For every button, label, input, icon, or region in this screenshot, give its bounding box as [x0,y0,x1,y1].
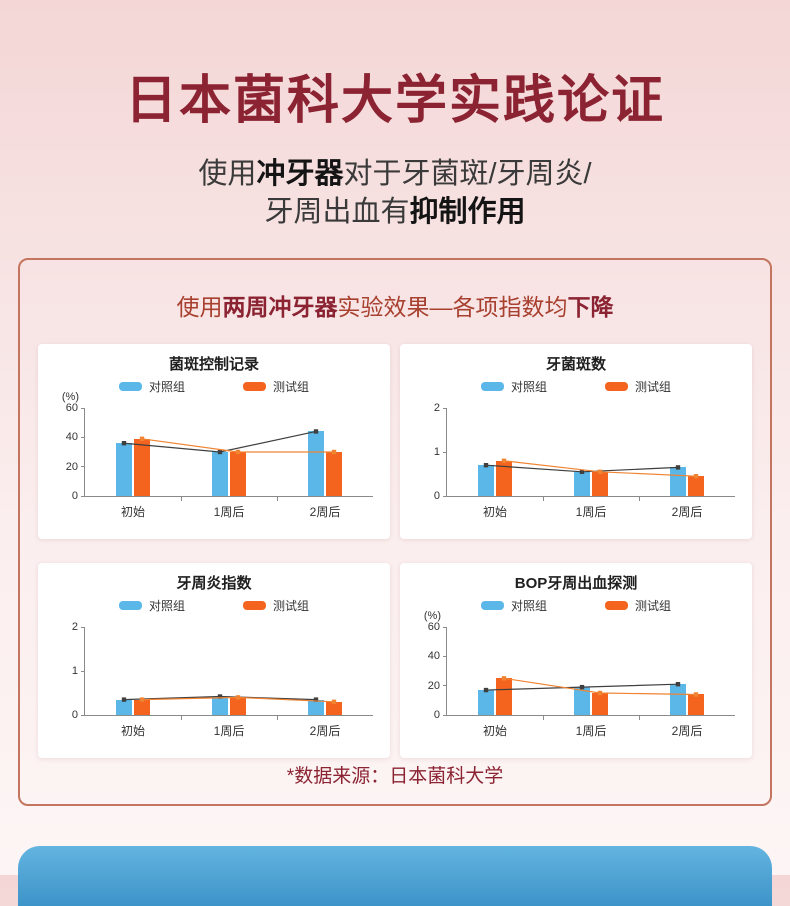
page-subtitle: 使用冲牙器对于牙菌斑/牙周炎/ 牙周出血有抑制作用 [0,155,790,231]
results-panel: 使用两周冲牙器实验效果—各项指数均下降 菌斑控制记录 对照组 测试组 (%) 0… [18,258,772,806]
panel-header-highlight: 下降 [567,294,614,320]
chart-title: 牙菌斑数 [545,356,606,373]
control-bar [308,699,324,715]
chart-unit: (%) [423,610,441,622]
subtitle-text: 对于牙菌斑/牙周炎/ [343,158,592,190]
chart-legend: 对照组 测试组 [38,378,390,395]
chart-plot: 0 1 2 初始 1周后 2周后 [72,621,373,738]
control-bar [574,687,590,715]
test-bar [496,678,512,715]
test-bar [326,701,342,715]
control-bar [670,467,686,496]
chart-legend: 对照组 测试组 [400,378,752,395]
chart-plot: (%) 0 20 40 60 初始 1周后 2周后 [62,391,373,519]
chart-legend: 对照组 测试组 [38,597,390,614]
test-bar [230,452,246,496]
test-bar [688,694,704,715]
control-swatch-icon [480,601,504,610]
control-swatch-icon [480,382,504,391]
chart-plot: (%) 0 20 40 60 初始 1周后 2周后 [424,610,735,738]
test-bar [134,438,150,496]
chart-plaque-count: 牙菌斑数 对照组 测试组 0 1 2 初始 1周后 2周后 [400,344,752,539]
test-swatch-icon [605,382,628,391]
legend-label: 对照组 [148,599,185,613]
control-bar [478,690,494,715]
panel-header-text: 使用 [176,294,223,320]
data-source-note: *数据来源：日本菌科大学 [286,766,504,787]
chart-legend: 对照组 测试组 [400,597,752,614]
test-swatch-icon [243,382,266,391]
subtitle-text: 牙周出血有 [264,196,410,228]
test-bar [592,471,608,496]
control-swatch-icon [118,601,142,610]
control-bar [116,699,132,715]
test-swatch-icon [243,601,266,610]
page-title: 日本菌科大学实践论证 [124,72,665,130]
chart-title: 菌斑控制记录 [168,356,259,373]
control-bar [670,684,686,715]
subtitle-highlight: 抑制作用 [409,196,526,228]
legend-item-test: 测试组 [243,378,309,395]
panel-header: 使用两周冲牙器实验效果—各项指数均下降 [38,288,752,322]
chart-plot: 0 1 2 初始 1周后 2周后 [434,402,735,519]
legend-item-test: 测试组 [243,597,309,614]
legend-label: 测试组 [273,599,310,613]
control-swatch-icon [118,382,142,391]
chart-bop-bleeding-probe: BOP牙周出血探测 对照组 测试组 (%) 0 20 40 60 初始 1周后 2周后 [400,563,752,758]
control-bar [212,452,228,496]
subtitle-highlight: 冲牙器 [256,158,344,190]
test-bar [326,452,342,496]
legend-label: 测试组 [635,380,672,394]
chart-title: BOP牙周出血探测 [514,575,638,592]
test-bar [592,693,608,715]
legend-label: 测试组 [273,380,310,394]
control-bar [308,431,324,496]
legend-label: 对照组 [510,599,547,613]
control-bar [116,443,132,496]
test-bar [230,697,246,715]
control-bar [478,465,494,496]
legend-item-test: 测试组 [605,597,671,614]
chart-periodontitis-index: 牙周炎指数 对照组 测试组 0 1 2 初始 1周后 2周后 [38,563,390,758]
legend-item-control: 对照组 [480,597,547,614]
control-bar [574,471,590,496]
legend-item-control: 对照组 [118,597,185,614]
legend-item-control: 对照组 [118,378,185,395]
test-bar [134,699,150,715]
legend-item-test: 测试组 [605,378,671,395]
panel-header-text: 实验效果—各项指数均 [337,294,568,320]
legend-label: 测试组 [635,599,672,613]
control-bar [212,696,228,715]
test-bar [496,460,512,496]
chart-plaque-control-record: 菌斑控制记录 对照组 测试组 (%) 0 20 40 60 初始 1周后 2周后 [38,344,390,539]
test-bar [688,476,704,496]
charts-grid: 菌斑控制记录 对照组 测试组 (%) 0 20 40 60 初始 1周后 2周后 牙菌斑数 … [38,344,752,758]
legend-label: 对照组 [510,380,547,394]
chart-unit: (%) [61,391,79,403]
chart-title: 牙周炎指数 [176,575,252,592]
legend-item-control: 对照组 [480,378,547,395]
page: 日本菌科大学实践论证 使用冲牙器对于牙菌斑/牙周炎/ 牙周出血有抑制作用 使用两… [0,72,790,906]
subtitle-text: 使用 [198,158,257,190]
test-swatch-icon [605,601,628,610]
panel-header-highlight: 两周冲牙器 [222,294,338,320]
next-section-top [18,846,772,906]
legend-label: 对照组 [148,380,185,394]
